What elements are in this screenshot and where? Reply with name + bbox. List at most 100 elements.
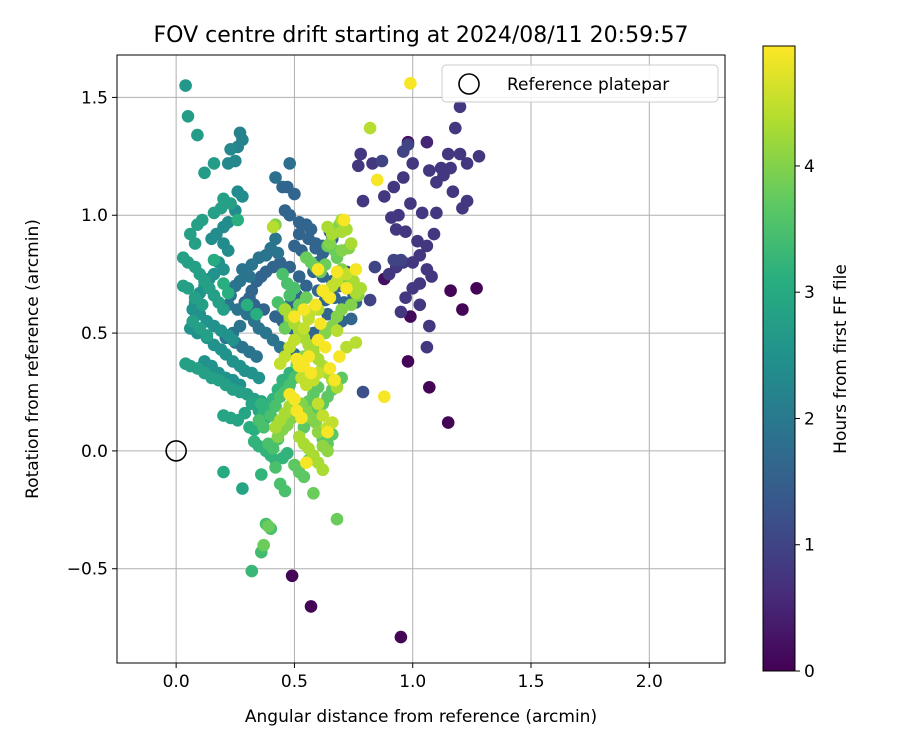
data-point	[269, 232, 282, 246]
data-point	[349, 336, 363, 349]
data-point	[404, 197, 417, 210]
data-point	[288, 282, 301, 295]
data-point	[328, 373, 341, 387]
data-point	[415, 206, 429, 220]
data-point	[344, 312, 358, 326]
data-point	[335, 225, 349, 238]
data-point	[266, 442, 280, 455]
data-point	[221, 244, 235, 257]
data-point	[300, 279, 313, 293]
data-point	[266, 220, 280, 234]
data-point	[311, 263, 325, 276]
data-point	[217, 277, 230, 290]
colorbar-tick-label: 2	[804, 409, 815, 429]
data-point	[375, 154, 389, 168]
data-point	[221, 286, 235, 300]
data-point	[406, 157, 420, 170]
data-point	[399, 225, 412, 238]
legend-label: Reference platepar	[507, 75, 669, 95]
data-point	[340, 282, 353, 295]
colorbar-label: Hours from first FF file	[831, 264, 851, 454]
data-point	[423, 319, 436, 333]
data-point	[387, 180, 401, 194]
data-point	[273, 357, 287, 371]
data-point	[394, 305, 408, 319]
plot-area	[117, 55, 725, 663]
data-point	[288, 310, 301, 323]
data-point	[292, 270, 306, 283]
data-point	[302, 350, 315, 363]
plot-frame	[116, 54, 726, 664]
data-point	[278, 484, 292, 498]
data-point	[456, 303, 469, 316]
x-axis-label: Angular distance from reference (arcmin)	[245, 707, 597, 727]
data-point	[337, 213, 351, 227]
data-point	[252, 414, 266, 427]
data-point	[271, 246, 285, 260]
data-point	[349, 286, 363, 300]
data-point	[217, 303, 230, 316]
data-point	[330, 512, 344, 526]
data-point	[314, 317, 327, 331]
y-tick-label: −0.5	[67, 560, 108, 580]
data-point	[207, 206, 221, 220]
data-point	[420, 239, 434, 253]
x-tick-label: 0.5	[281, 672, 308, 692]
y-axis-label: Rotation from reference (arcmin)	[23, 219, 43, 499]
data-point	[399, 291, 412, 305]
data-point	[404, 310, 417, 323]
data-point	[224, 143, 237, 156]
data-point	[420, 340, 434, 354]
data-point	[430, 206, 443, 220]
data-point	[254, 468, 268, 481]
y-axis: −0.5 0.0 0.5 1.0 1.5	[67, 88, 117, 580]
data-point	[363, 121, 377, 135]
data-point	[179, 79, 192, 92]
data-point	[269, 171, 282, 184]
data-point	[269, 399, 282, 413]
data-point	[441, 416, 455, 429]
data-point	[363, 293, 377, 307]
data-point	[356, 385, 370, 399]
colorbar-gradient	[763, 46, 795, 671]
data-point	[217, 263, 230, 276]
data-point	[401, 355, 415, 368]
data-point	[333, 350, 346, 363]
data-point	[444, 284, 457, 298]
data-point	[330, 265, 344, 279]
x-tick-label: 2.0	[636, 672, 663, 692]
data-point	[309, 298, 323, 312]
data-point	[245, 564, 259, 578]
data-point	[271, 430, 285, 444]
data-point	[238, 406, 252, 420]
data-points	[176, 77, 486, 644]
data-point	[297, 303, 311, 316]
data-point	[240, 298, 254, 312]
data-point	[441, 147, 455, 161]
data-point	[321, 444, 334, 458]
data-point	[370, 173, 384, 187]
data-point	[276, 267, 289, 281]
data-point	[425, 270, 438, 283]
y-tick-label: 0.5	[81, 324, 108, 344]
data-point	[352, 159, 365, 173]
y-tick-label: 1.5	[81, 88, 108, 108]
data-point	[394, 253, 408, 267]
data-point	[181, 110, 195, 123]
data-point	[176, 279, 190, 293]
data-point	[389, 223, 403, 236]
data-point	[323, 362, 337, 375]
legend-marker	[458, 73, 480, 95]
data-point	[207, 253, 221, 267]
data-point	[217, 465, 230, 479]
data-point	[460, 157, 474, 170]
data-point	[236, 190, 249, 203]
x-tick-label: 1.5	[517, 672, 544, 692]
data-point	[231, 213, 244, 227]
data-point	[330, 274, 344, 288]
data-point	[453, 147, 467, 161]
data-point	[252, 371, 266, 385]
data-point	[344, 298, 358, 312]
